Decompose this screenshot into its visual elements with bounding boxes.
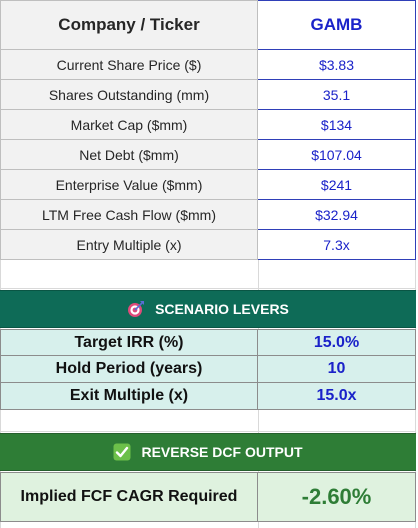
output-value[interactable]: -2.60%	[258, 472, 416, 522]
lever-label[interactable]: Hold Period (years)	[0, 356, 258, 383]
input-value[interactable]: $3.83	[258, 50, 416, 80]
output-row: Implied FCF CAGR Required -2.60%	[0, 472, 416, 522]
lever-value[interactable]: 15.0%	[258, 329, 416, 356]
section-title: SCENARIO LEVERS	[155, 301, 289, 317]
check-box-icon	[113, 443, 131, 461]
input-label[interactable]: Entry Multiple (x)	[0, 230, 258, 260]
input-label[interactable]: Market Cap ($mm)	[0, 110, 258, 140]
lever-row: Hold Period (years) 10	[0, 356, 416, 383]
input-label[interactable]: Enterprise Value ($mm)	[0, 170, 258, 200]
input-label[interactable]: Shares Outstanding (mm)	[0, 80, 258, 110]
company-ticker-label[interactable]: Company / Ticker	[0, 0, 258, 50]
input-row: Enterprise Value ($mm) $241	[0, 170, 416, 200]
input-value[interactable]: $107.04	[258, 140, 416, 170]
grid-line	[258, 0, 259, 528]
input-row: Current Share Price ($) $3.83	[0, 50, 416, 80]
scenario-levers-header[interactable]: SCENARIO LEVERS	[0, 290, 416, 328]
input-row: LTM Free Cash Flow ($mm) $32.94	[0, 200, 416, 230]
header-row: Company / Ticker GAMB	[0, 0, 416, 50]
input-row: Net Debt ($mm) $107.04	[0, 140, 416, 170]
output-label[interactable]: Implied FCF CAGR Required	[0, 472, 258, 522]
lever-label[interactable]: Target IRR (%)	[0, 329, 258, 356]
lever-label[interactable]: Exit Multiple (x)	[0, 383, 258, 410]
input-value[interactable]: $241	[258, 170, 416, 200]
ticker-value[interactable]: GAMB	[258, 0, 416, 50]
input-label[interactable]: LTM Free Cash Flow ($mm)	[0, 200, 258, 230]
lever-value[interactable]: 10	[258, 356, 416, 383]
section-title: REVERSE DCF OUTPUT	[141, 444, 303, 460]
input-value[interactable]: $134	[258, 110, 416, 140]
target-dart-icon	[127, 300, 145, 318]
grid-line	[0, 288, 416, 289]
input-label[interactable]: Net Debt ($mm)	[0, 140, 258, 170]
input-row: Market Cap ($mm) $134	[0, 110, 416, 140]
grid-line	[0, 0, 1, 528]
input-value[interactable]: $32.94	[258, 200, 416, 230]
reverse-dcf-output-header[interactable]: REVERSE DCF OUTPUT	[0, 433, 416, 471]
input-row: Shares Outstanding (mm) 35.1	[0, 80, 416, 110]
lever-value[interactable]: 15.0x	[258, 383, 416, 410]
input-row: Entry Multiple (x) 7.3x	[0, 230, 416, 260]
lever-row: Exit Multiple (x) 15.0x	[0, 383, 416, 410]
lever-row: Target IRR (%) 15.0%	[0, 329, 416, 356]
input-label[interactable]: Current Share Price ($)	[0, 50, 258, 80]
input-value[interactable]: 35.1	[258, 80, 416, 110]
grid-line	[0, 431, 416, 432]
input-value[interactable]: 7.3x	[258, 230, 416, 260]
grid-line	[415, 0, 416, 528]
